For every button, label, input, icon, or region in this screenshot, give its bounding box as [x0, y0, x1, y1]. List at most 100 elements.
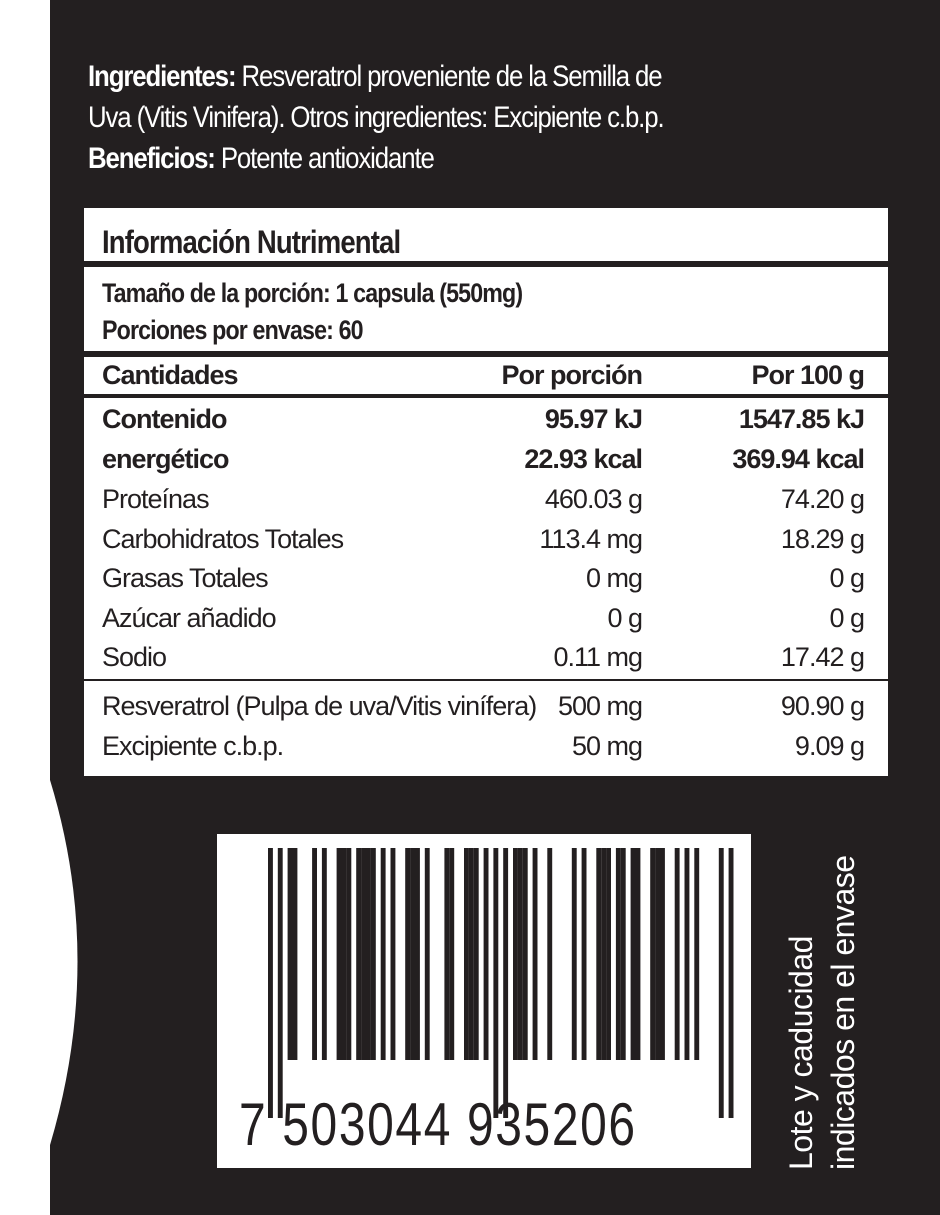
nutrient-name: Carbohidratos Totales: [102, 523, 344, 554]
value-per-serving: 500 mg: [557, 691, 643, 721]
value-per-100g: 9.09 g: [794, 731, 865, 761]
benefits-text: Potente antioxidante: [220, 142, 435, 175]
barcode-bar: [366, 848, 371, 1060]
barcode-bar: [370, 848, 376, 1060]
barcode-bar: [581, 848, 587, 1060]
header-per-serving: Por porción: [501, 360, 643, 390]
barcode-bar: [405, 848, 411, 1060]
barcode-bar: [674, 848, 680, 1060]
barcode-bar: [336, 848, 342, 1060]
value-per-100g: 17.42 g: [780, 642, 865, 672]
barcode-bar: [468, 848, 474, 1060]
barcode-bar: [503, 848, 509, 1118]
barcode-bar: [571, 848, 577, 1060]
divider: [84, 351, 888, 357]
energy-kcal-100g: 369.94 kcal: [732, 444, 865, 474]
barcode-bar: [630, 848, 636, 1060]
barcode-bar: [321, 848, 327, 1060]
divider: [84, 261, 888, 267]
barcode-bar: [473, 848, 479, 1060]
barcode-bar: [718, 848, 724, 1118]
nutrition-facts-table: Información Nutrimental Tamaño de la por…: [84, 208, 888, 776]
value-per-serving: 0 mg: [585, 563, 643, 593]
energy-label-1: Contenido: [102, 404, 227, 434]
serving-size: Tamaño de la porción: 1 capsula (550mg): [102, 278, 523, 308]
barcode: 7 503044 935206: [217, 834, 751, 1168]
header-per-100g: Por 100 g: [751, 360, 865, 390]
barcode-bar: [532, 848, 538, 1060]
barcode-bar: [356, 848, 362, 1060]
nutrient-row: Carbohidratos Totales 113.4 mg 18.29 g: [102, 523, 865, 560]
barcode-bar: [424, 848, 430, 1060]
barcode-bar: [615, 848, 621, 1060]
value-per-100g: 74.20 g: [780, 484, 865, 514]
nutrient-row: Resveratrol (Pulpa de uva/Vitis vinífera…: [102, 691, 865, 727]
barcode-bar: [390, 848, 396, 1060]
energy-kcal-serving: 22.93 kcal: [524, 444, 643, 474]
ingredients-text-1: Resveratrol proveniente de la Semilla de: [241, 60, 663, 93]
barcode-bar: [547, 848, 553, 1060]
barcode-bar: [444, 848, 450, 1060]
value-per-100g: 0 g: [829, 563, 865, 593]
barcode-bar: [415, 848, 420, 1060]
barcode-bar: [292, 848, 298, 1060]
barcode-bar: [380, 848, 386, 1060]
divider: [84, 394, 888, 398]
barcode-bar: [268, 848, 273, 1118]
lot-expiry-note: Lote y caducidad indicados en el envase: [780, 855, 864, 1170]
value-per-serving: 460.03 g: [544, 484, 643, 514]
nutrient-row: Proteínas 460.03 g 74.20 g: [102, 484, 865, 520]
energy-kj-100g: 1547.85 kJ: [738, 404, 865, 434]
barcode-bar: [694, 848, 700, 1060]
value-per-serving: 0 g: [607, 602, 643, 633]
nutrient-name: Grasas Totales: [102, 563, 269, 593]
barcode-bar: [596, 848, 602, 1060]
barcode-number: 7 503044 935206: [239, 1091, 637, 1158]
value-per-serving: 113.4 mg: [539, 523, 643, 554]
value-per-100g: 90.90 g: [780, 691, 865, 721]
barcode-bar: [728, 848, 734, 1118]
lot-note-line1: Lote y caducidad: [783, 936, 819, 1170]
nutrient-row: Excipiente c.b.p. 50 mg 9.09 g: [102, 731, 865, 767]
ingredients-block: Ingredientes: Resveratrol proveniente de…: [88, 56, 793, 179]
nutrient-row: Sodio 0.11 mg 17.42 g: [102, 642, 865, 678]
barcode-bar: [449, 848, 455, 1060]
value-per-100g: 0 g: [829, 602, 865, 633]
barcode-bar: [483, 848, 489, 1060]
value-per-serving: 0.11 mg: [553, 642, 643, 672]
barcode-bar: [361, 848, 366, 1060]
nutrient-row: Azúcar añadido 0 g 0 g: [102, 602, 865, 639]
ingredients-text-2: Uva (Vitis Vinifera). Otros ingredientes…: [88, 101, 665, 134]
nutrition-title: Información Nutrimental: [102, 224, 401, 260]
barcode-bar: [620, 848, 626, 1060]
barcode-bar: [287, 848, 293, 1060]
ingredients-label: Ingredientes:: [88, 60, 237, 93]
energy-label-2: energético: [102, 444, 230, 474]
header-quantities: Cantidades: [102, 360, 239, 390]
nutrient-name: Azúcar añadido: [102, 602, 277, 633]
barcode-bar: [606, 848, 611, 1060]
barcode-bar: [650, 848, 656, 1060]
barcode-bar: [517, 848, 523, 1060]
barcode-bar: [655, 848, 660, 1060]
energy-kj-serving: 95.97 kJ: [544, 404, 643, 434]
nutrient-row: Grasas Totales 0 mg 0 g: [102, 563, 865, 599]
barcode-bar: [341, 848, 347, 1060]
nutrient-name: Excipiente c.b.p.: [102, 731, 284, 761]
servings-per-container: Porciones por envase: 60: [102, 315, 364, 345]
divider: [84, 679, 888, 681]
label-curve-cutout: [50, 780, 78, 1145]
barcode-bar: [410, 848, 415, 1060]
barcode-bar: [464, 848, 469, 1060]
barcode-bar: [684, 848, 690, 1060]
barcode-bar: [660, 848, 665, 1060]
value-per-100g: 18.29 g: [780, 523, 865, 554]
barcode-bar: [513, 848, 518, 1060]
barcode-bar: [277, 848, 283, 1118]
barcode-bar: [312, 848, 317, 1060]
barcode-bar: [601, 848, 607, 1060]
benefits-label: Beneficios:: [88, 142, 216, 175]
barcode-bar: [522, 848, 528, 1060]
value-per-serving: 50 mg: [571, 731, 643, 761]
barcode-bar: [346, 848, 352, 1060]
